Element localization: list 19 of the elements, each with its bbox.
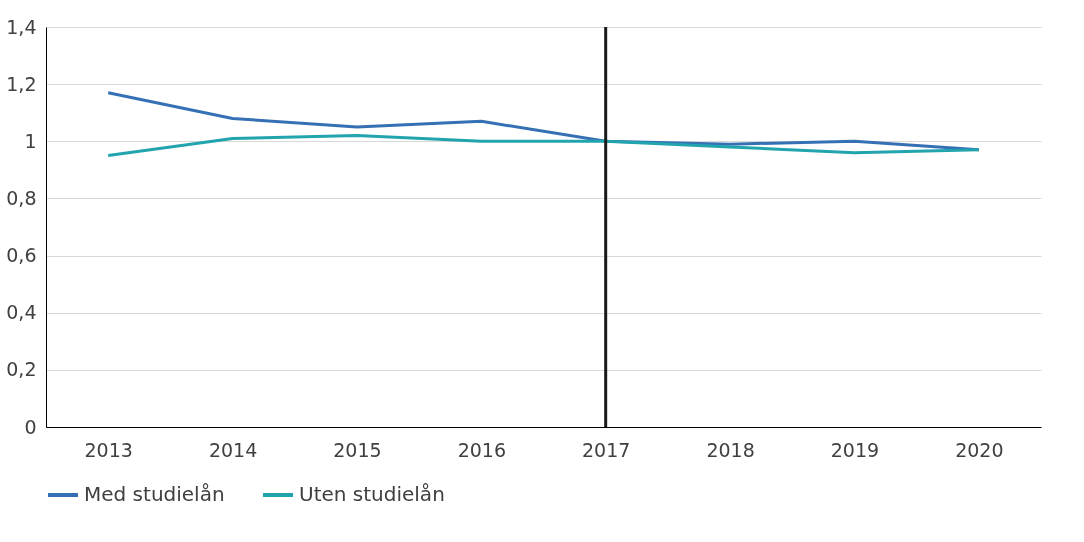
x-tick-label: 2016 [457, 438, 506, 461]
y-tick-label: 1,2 [6, 72, 37, 95]
x-tick-label: 2014 [208, 438, 258, 461]
y-tick-label: 0,4 [6, 301, 37, 324]
x-tick-label: 2018 [706, 438, 755, 461]
x-tick-label: 2017 [582, 438, 631, 461]
x-tick-label: 2019 [830, 438, 880, 461]
x-tick-label: 2020 [955, 438, 1004, 461]
y-tick-label: 0,2 [6, 358, 37, 381]
x-tick-label: 2013 [84, 438, 133, 461]
line-series [106, 134, 981, 158]
y-tick-label: 0 [24, 415, 37, 438]
y-tick-label: 0,8 [6, 186, 37, 209]
x-tick-label: 2015 [333, 438, 382, 461]
y-tick-label: 1 [24, 129, 37, 152]
legend-label: Med studielån [84, 482, 225, 506]
y-tick-label: 1,4 [6, 15, 37, 38]
y-tick-label: 0,6 [6, 244, 37, 267]
legend-label: Uten studielån [299, 482, 445, 506]
